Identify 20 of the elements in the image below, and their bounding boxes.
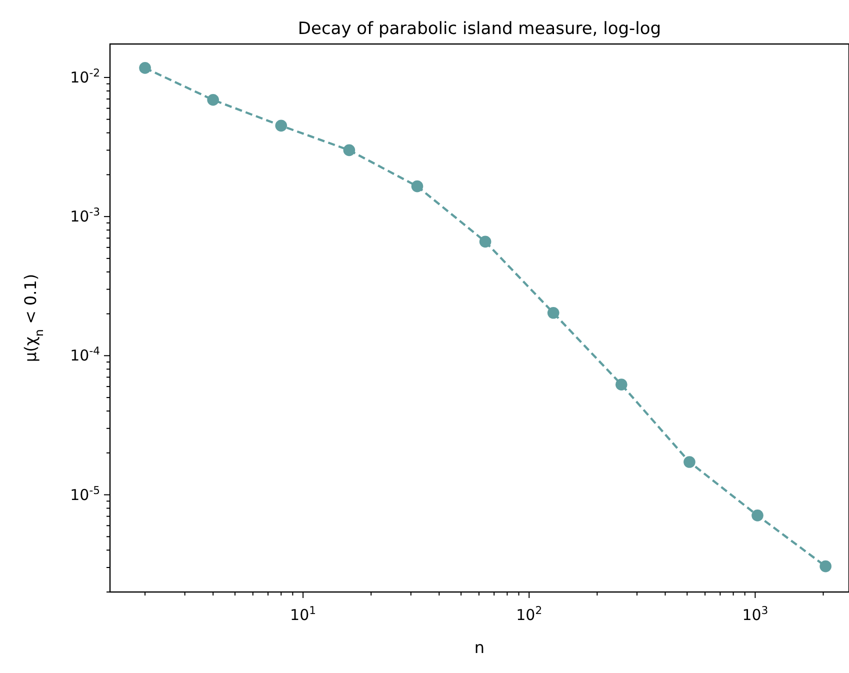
point bbox=[684, 456, 696, 468]
x-tick-label: 10$^{2}$ bbox=[516, 604, 542, 624]
x-axis-title: n bbox=[474, 638, 485, 657]
x-tick-label: 10$^{1}$ bbox=[290, 604, 316, 624]
point bbox=[820, 560, 832, 572]
point bbox=[343, 144, 356, 156]
chart-title: Decay of parabolic island measure, log-log bbox=[298, 19, 662, 39]
point bbox=[615, 378, 628, 390]
y-tick-label: 10$^{-5}$ bbox=[70, 483, 100, 504]
point bbox=[547, 306, 560, 319]
point bbox=[411, 180, 424, 192]
point bbox=[275, 120, 288, 132]
point bbox=[752, 510, 764, 522]
x-tick-label: 10$^{3}$ bbox=[742, 604, 768, 624]
y-tick-label: 10$^{-2}$ bbox=[70, 66, 100, 86]
point bbox=[207, 94, 219, 106]
point bbox=[479, 236, 492, 248]
y-tick-label: 10$^{-3}$ bbox=[70, 205, 100, 226]
y-tick-label: 10$^{-4}$ bbox=[70, 344, 100, 365]
point bbox=[139, 62, 151, 74]
